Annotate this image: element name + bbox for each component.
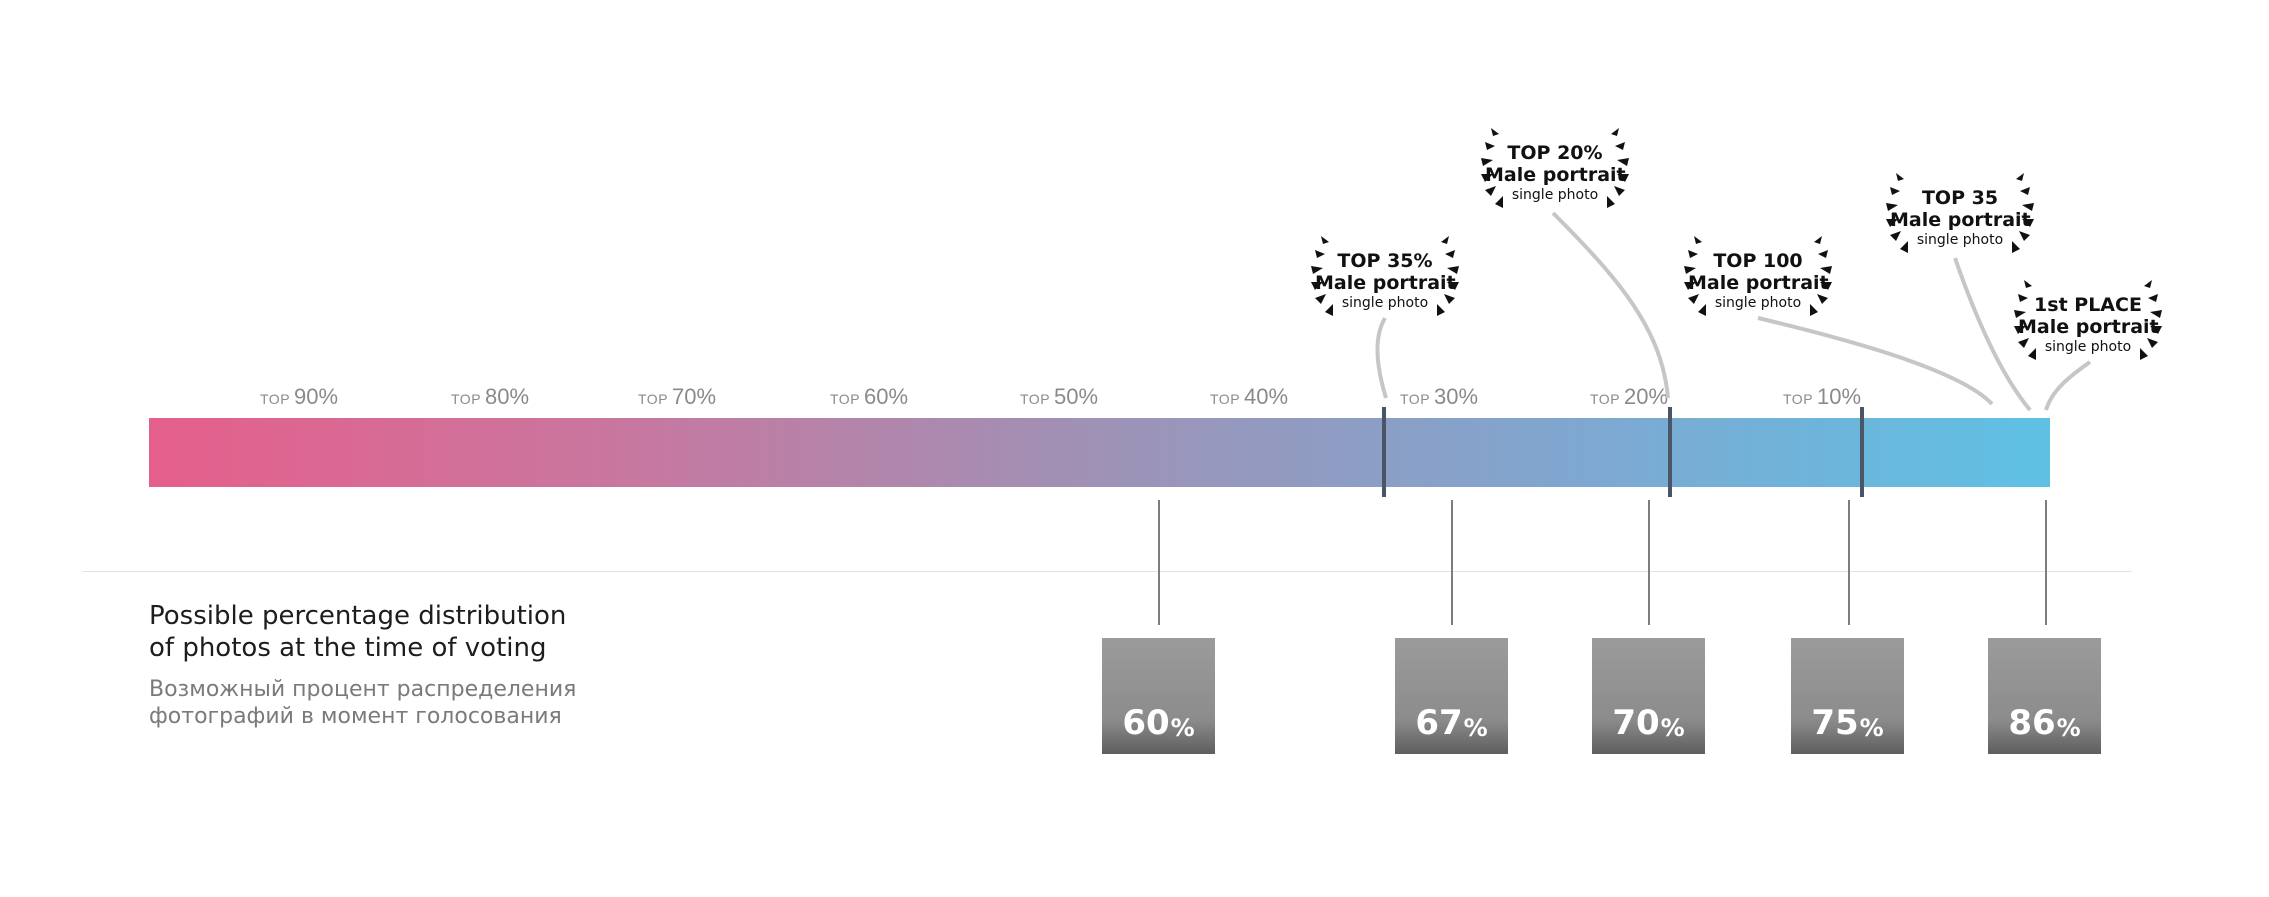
legend-russian: Возможный процент распределения фотограф…: [149, 676, 576, 730]
tick-top-40: TOP 40%: [1210, 384, 1289, 409]
tick-top-60: TOP 60%: [830, 384, 909, 409]
award-category: Male portrait: [1485, 164, 1626, 186]
connector-top100: [1757, 316, 1994, 406]
award-rank: TOP 35: [1921, 187, 1999, 209]
legend-ru-line-2: фотографий в момент голосования: [149, 704, 562, 729]
value-box-75: 75%: [1791, 638, 1904, 754]
award-top-35-percent: TOP 35% Male portrait single photo: [1295, 228, 1475, 328]
value-box-86: 86%: [1988, 638, 2101, 754]
legend-english: Possible percentage distribution of phot…: [149, 600, 566, 664]
tick-top-30: TOP 30%: [1400, 384, 1479, 409]
award-1st-place: 1st PLACE Male portrait single photo: [1998, 272, 2178, 372]
award-rank: 1st PLACE: [2034, 294, 2142, 316]
section-rule: [82, 571, 2132, 572]
connector-top35: [1953, 257, 2032, 412]
value-box-67: 67%: [1395, 638, 1508, 754]
award-category: Male portrait: [1315, 272, 1456, 294]
award-category: Male portrait: [2018, 316, 2159, 338]
award-top-100: TOP 100 Male portrait single photo: [1668, 228, 1848, 328]
value-number: 86: [2008, 703, 2056, 743]
value-stem: [1451, 500, 1453, 625]
tick-top-10: TOP 10%: [1783, 384, 1862, 409]
award-rank: TOP 100: [1713, 250, 1803, 272]
bar-divider-30: [1382, 407, 1386, 497]
laurel-wreath-icon: [1311, 236, 1459, 316]
legend-en-line-2: of photos at the time of voting: [149, 633, 547, 663]
award-category: Male portrait: [1890, 209, 2031, 231]
award-type: single photo: [1714, 295, 1802, 311]
value-box-60: 60%: [1102, 638, 1215, 754]
value-unit: %: [1463, 714, 1488, 742]
award-rank: TOP 35%: [1337, 250, 1433, 272]
tick-top-50: TOP 50%: [1020, 384, 1099, 409]
award-type: single photo: [1341, 295, 1429, 311]
award-type: single photo: [2044, 339, 2132, 355]
connector-top20pct: [1551, 211, 1670, 399]
connector-top35pct: [1375, 316, 1388, 399]
award-rank: TOP 20%: [1507, 142, 1603, 164]
laurel-wreath-icon: [1886, 173, 2034, 253]
award-type: single photo: [1916, 232, 2004, 248]
connector-1st-place: [2044, 360, 2092, 411]
value-number: 67: [1415, 703, 1463, 743]
value-unit: %: [1660, 714, 1685, 742]
value-stem: [1158, 500, 1160, 625]
bar-divider-20: [1668, 407, 1672, 497]
legend-ru-line-1: Возможный процент распределения: [149, 677, 577, 702]
value-stem: [1848, 500, 1850, 625]
tick-top-90: TOP 90%: [260, 384, 339, 409]
value-unit: %: [1170, 714, 1195, 742]
bar-divider-10: [1860, 407, 1864, 497]
tick-top-70: TOP 70%: [638, 384, 717, 409]
value-number: 75: [1811, 703, 1859, 743]
laurel-wreath-icon: [1481, 128, 1629, 208]
award-category: Male portrait: [1688, 272, 1829, 294]
gradient-scale-bar: [149, 418, 2050, 487]
value-stem: [1648, 500, 1650, 625]
laurel-wreath-icon: [2014, 280, 2162, 360]
award-top-20-percent: TOP 20% Male portrait single photo: [1465, 120, 1645, 220]
laurel-wreath-icon: [1684, 236, 1832, 316]
value-unit: %: [2056, 714, 2081, 742]
value-box-70: 70%: [1592, 638, 1705, 754]
value-unit: %: [1859, 714, 1884, 742]
value-number: 70: [1612, 703, 1660, 743]
tick-top-80: TOP 80%: [451, 384, 530, 409]
award-type: single photo: [1511, 187, 1599, 203]
value-stem: [2045, 500, 2047, 625]
legend-en-line-1: Possible percentage distribution: [149, 601, 567, 631]
award-top-35: TOP 35 Male portrait single photo: [1870, 165, 2050, 265]
tick-top-20: TOP 20%: [1590, 384, 1669, 409]
value-number: 60: [1122, 703, 1170, 743]
